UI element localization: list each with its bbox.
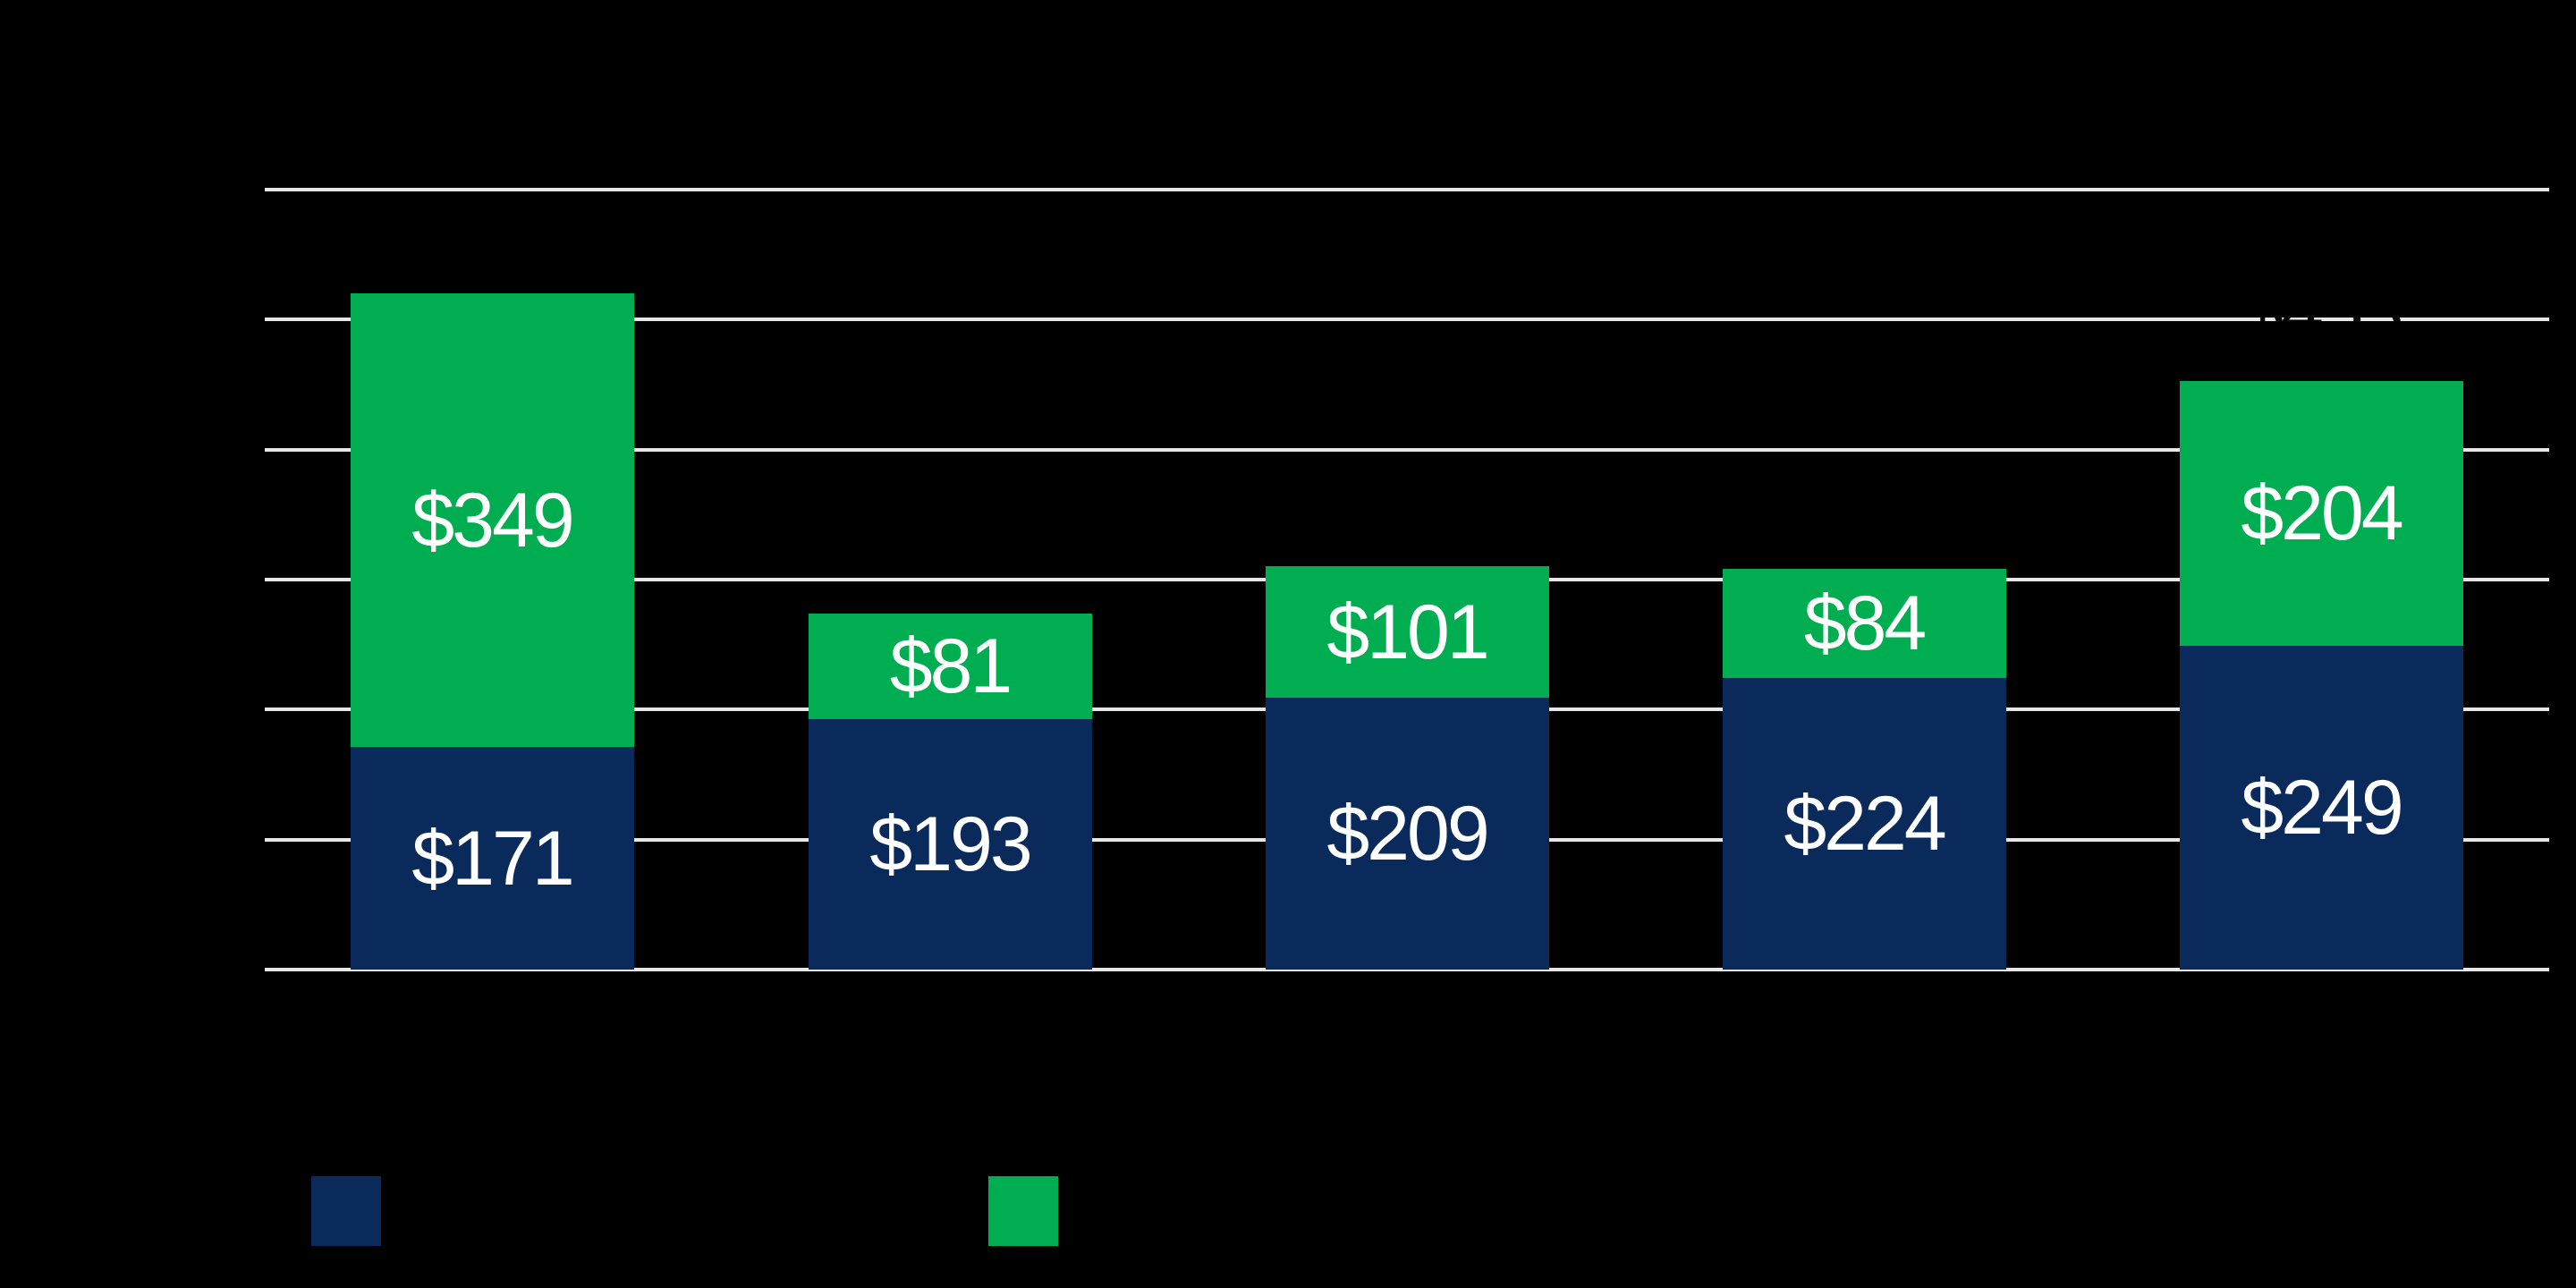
bar-1-value-label: $171 [411, 815, 574, 902]
gridline [265, 318, 2549, 322]
legend-item-series-1 [311, 1176, 408, 1246]
bar-3-segment-green: $101 [1265, 566, 1549, 699]
bar-5-segment-green: $204 [2179, 380, 2463, 647]
legend-swatch-navy [311, 1176, 381, 1246]
gridline [265, 447, 2549, 452]
bar-5-total-label: $453 [2241, 267, 2403, 354]
bar-5-value-label: $204 [2241, 470, 2403, 556]
gridline [265, 188, 2549, 191]
legend-swatch-green [988, 1176, 1058, 1246]
bar-3-value-label: $101 [1326, 589, 1489, 675]
bar-2-segment-green: $81 [808, 613, 1092, 719]
bar-2-value-label: $193 [869, 801, 1032, 887]
bar-5-segment-navy: $249 [2179, 646, 2463, 970]
bar-4-segment-green: $84 [1722, 569, 2006, 679]
bar-4-value-label: $84 [1803, 580, 1927, 667]
bar-3-value-label: $209 [1326, 791, 1489, 877]
bar-2-segment-navy: $193 [808, 718, 1092, 970]
bar-4-value-label: $224 [1784, 781, 1946, 868]
bar-1-segment-navy: $171 [350, 747, 634, 970]
x-axis-line [265, 968, 2549, 971]
bar-1-segment-green: $349 [350, 293, 634, 748]
legend-item-series-2 [988, 1176, 1085, 1246]
bar-4-segment-navy: $224 [1722, 678, 2006, 970]
bar-5-value-label: $249 [2241, 765, 2403, 852]
bar-1-value-label: $349 [411, 477, 574, 564]
bar-2-value-label: $81 [889, 623, 1013, 709]
bar-3-segment-navy: $209 [1265, 698, 1549, 970]
